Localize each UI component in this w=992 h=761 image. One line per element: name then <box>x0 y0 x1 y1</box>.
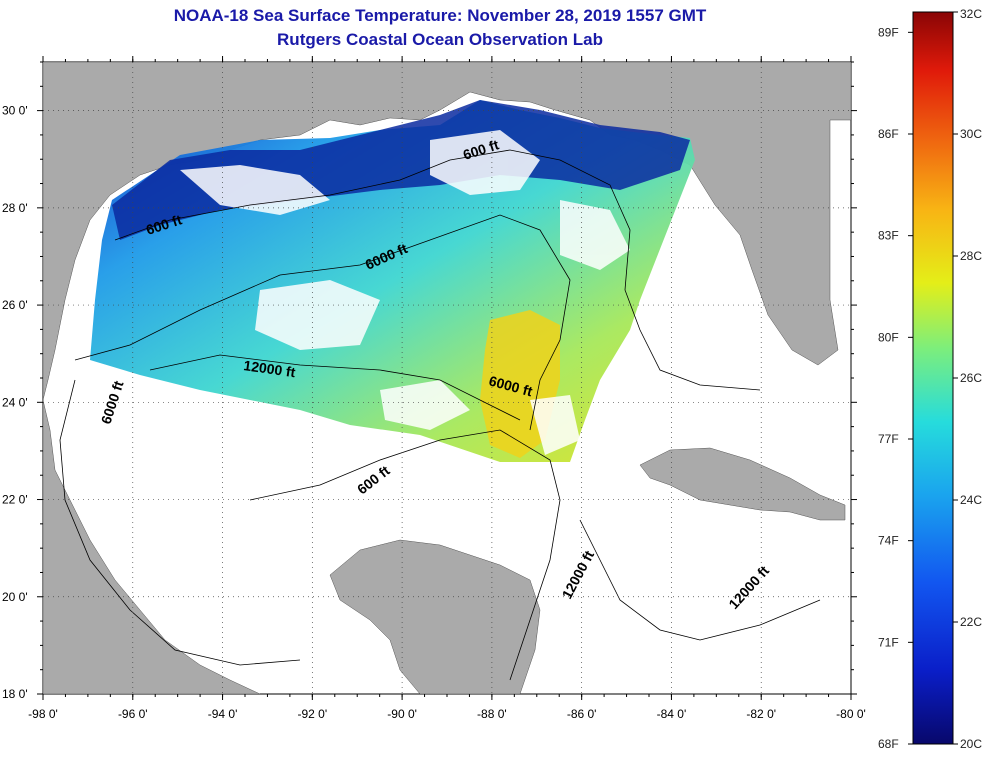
land-yucatan <box>329 539 541 694</box>
lat-tick-label: 28 0' <box>2 201 28 215</box>
lon-tick-label: -88 0' <box>477 707 507 721</box>
lon-tick-label: -90 0' <box>387 707 417 721</box>
lon-tick-label: -96 0' <box>118 707 148 721</box>
cloud-mask <box>180 130 630 455</box>
colorbar-f-label: 77F <box>878 432 899 446</box>
colorbar-f-label: 83F <box>878 229 899 243</box>
lat-tick-label: 20 0' <box>2 590 28 604</box>
lon-tick-label: -84 0' <box>657 707 687 721</box>
colorbar-f-label: 71F <box>878 635 899 649</box>
lon-tick-label: -82 0' <box>746 707 776 721</box>
bathymetry-contours <box>59 149 821 681</box>
colorbar-c-label: 32C <box>960 7 982 21</box>
colorbar-c-label: 20C <box>960 737 982 751</box>
colorbar-f-label: 74F <box>878 534 899 548</box>
contour-12000ft <box>149 354 521 421</box>
land-mexico <box>43 399 261 694</box>
lat-tick-label: 18 0' <box>2 687 28 701</box>
contour-6000ft-west <box>59 379 301 666</box>
lat-tick-label: 22 0' <box>2 493 28 507</box>
contour-600ft-south <box>249 429 561 681</box>
contour-600ft-north <box>114 149 761 391</box>
contour-label: 12000 ft <box>243 357 297 380</box>
contour-6000ft <box>74 214 571 431</box>
colorbar-c-label: 28C <box>960 249 982 263</box>
colorbar-c-label: 26C <box>960 371 982 385</box>
colorbar-c-label: 24C <box>960 493 982 507</box>
land-us-gulf-coast <box>43 62 851 401</box>
lon-tick-label: -98 0' <box>28 707 58 721</box>
colorbar-labels: 32C 30C 28C 26C 24C 22C 20C 89F 86F 83F 80F 77F 74F 7… <box>878 7 982 751</box>
colorbar-f-label: 68F <box>878 737 899 751</box>
lon-tick-label: -86 0' <box>567 707 597 721</box>
colorbar-f-label: 89F <box>878 25 899 39</box>
colorbar-f-label: 80F <box>878 330 899 344</box>
land-layer <box>43 62 851 694</box>
graticule <box>43 62 851 694</box>
colorbar-c-label: 30C <box>960 127 982 141</box>
colorbar-f-label: 86F <box>878 127 899 141</box>
axis-ticks: -98 0' -96 0' -94 0' -92 0' -90 0' -88 0' -86 … <box>2 56 866 721</box>
lat-tick-label: 26 0' <box>2 298 28 312</box>
colorbar <box>912 11 954 745</box>
contour-12000ft-east <box>579 519 821 641</box>
map-title: NOAA-18 Sea Surface Temperature: Novembe… <box>173 6 707 25</box>
lat-tick-label: 30 0' <box>2 104 28 118</box>
land-cuba <box>639 447 846 521</box>
map-subtitle: Rutgers Coastal Ocean Observation Lab <box>277 30 603 49</box>
lat-tick-label: 24 0' <box>2 395 28 409</box>
lon-tick-label: -92 0' <box>298 707 328 721</box>
lon-tick-label: -94 0' <box>208 707 238 721</box>
lon-tick-label: -80 0' <box>836 707 866 721</box>
colorbar-c-label: 22C <box>960 615 982 629</box>
